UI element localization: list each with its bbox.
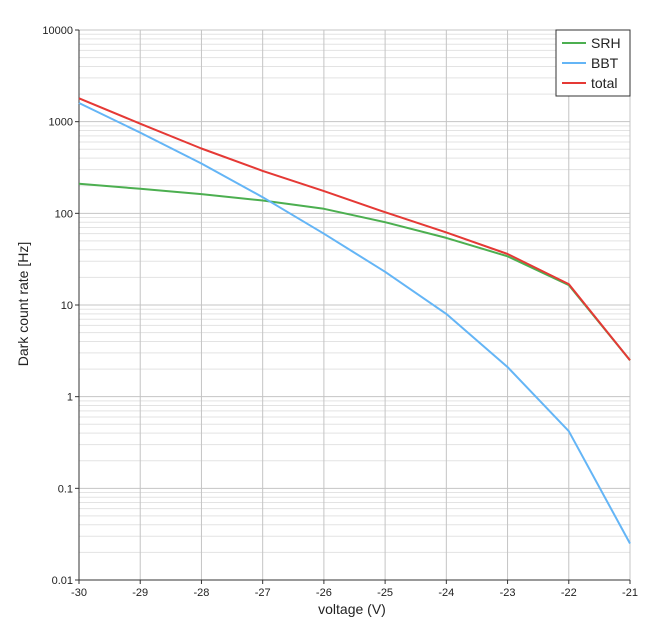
- x-tick-label: -29: [132, 587, 148, 599]
- x-tick-label: -24: [438, 587, 454, 599]
- y-tick-label: 100: [55, 208, 73, 220]
- legend: SRH BBT total: [555, 29, 631, 97]
- series-line-total: [78, 97, 631, 361]
- y-tick-label: 1000: [49, 117, 73, 129]
- x-tick-label: -30: [71, 587, 87, 599]
- legend-label: SRH: [591, 35, 621, 51]
- x-tick-labels: -30 -29 -28 -27 -26 -25 -24 -23 -22 -21: [71, 587, 638, 599]
- y-axis-title: Dark count rate [Hz]: [15, 242, 31, 367]
- y-tick-labels: 0.01 0.1 1 10 100 1000 10000: [42, 25, 73, 587]
- x-tick-label: -26: [316, 587, 332, 599]
- x-tick-label: -27: [255, 587, 271, 599]
- x-tick-label: -28: [193, 587, 209, 599]
- x-tick-label: -21: [622, 587, 638, 599]
- y-tick-label: 1: [67, 392, 73, 404]
- y-tick-label: 0.01: [52, 575, 73, 587]
- x-tick-label: -25: [377, 587, 393, 599]
- x-axis-title: voltage (V): [318, 601, 386, 617]
- series-line-srh: [78, 182, 631, 361]
- series-line-bbt: [78, 102, 631, 544]
- series-lines: [78, 97, 631, 544]
- axes: [75, 29, 631, 584]
- x-tick-label: -22: [561, 587, 577, 599]
- grid: [78, 29, 631, 581]
- legend-label: BBT: [591, 55, 619, 71]
- y-tick-label: 10000: [42, 25, 73, 37]
- legend-label: total: [591, 75, 617, 91]
- y-tick-label: 0.1: [58, 483, 73, 495]
- x-tick-label: -23: [500, 587, 516, 599]
- y-tick-label: 10: [61, 300, 73, 312]
